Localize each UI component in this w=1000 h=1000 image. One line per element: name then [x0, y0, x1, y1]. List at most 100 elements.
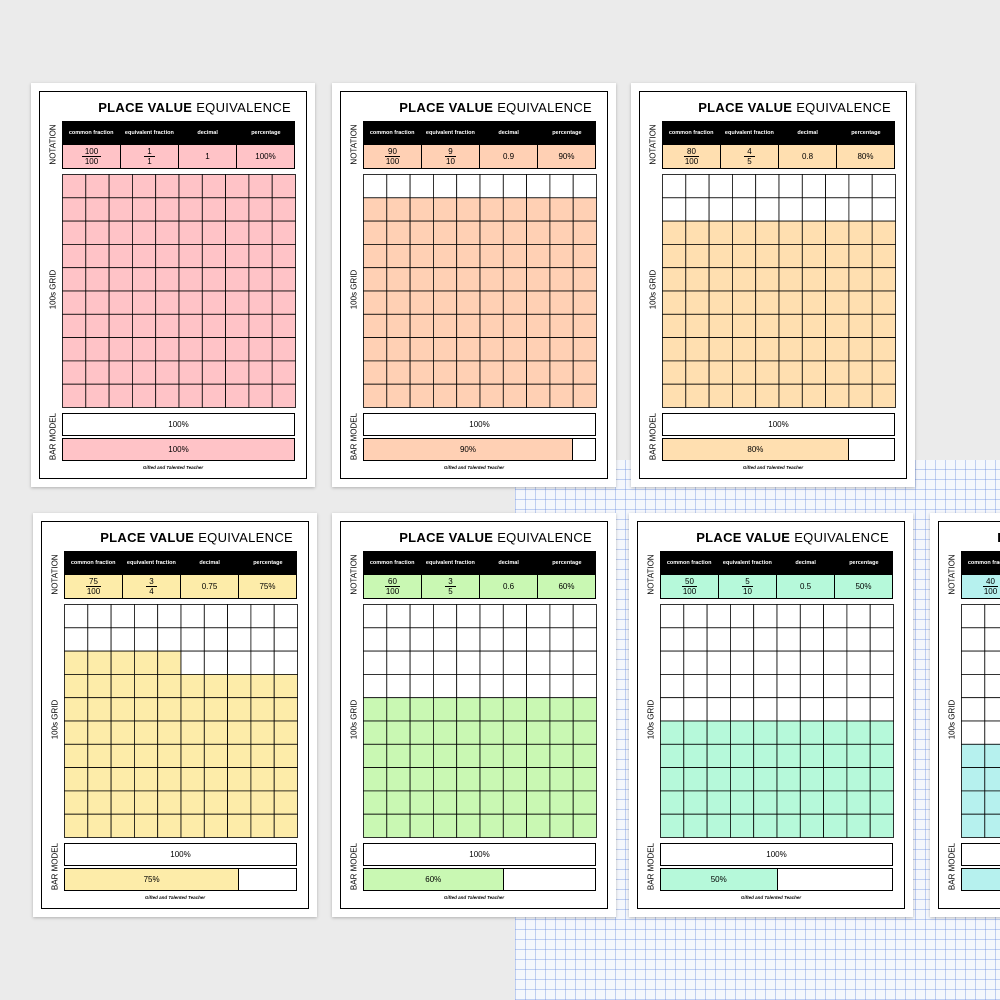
shaded-cell [386, 790, 411, 815]
grid-cell [801, 174, 827, 199]
grid-cell [823, 674, 848, 699]
grid-cell [180, 604, 205, 629]
shaded-cell [778, 360, 803, 385]
shaded-cell [134, 813, 159, 838]
grid-cell [660, 650, 685, 675]
shaded-cell [799, 720, 825, 745]
shaded-cell [961, 767, 986, 792]
grid-cell [250, 650, 275, 675]
shaded-cell [178, 220, 203, 245]
shaded-cell [157, 743, 182, 769]
shaded-cell [776, 767, 801, 792]
shaded-cell [778, 290, 803, 315]
shaded-cell [549, 790, 574, 815]
shaded-cell [180, 743, 205, 769]
grid-cell [572, 604, 597, 629]
shaded-cell [660, 720, 685, 745]
shaded-cell [409, 720, 434, 745]
shaded-cell [526, 743, 551, 769]
grid-cell [848, 174, 873, 199]
shaded-cell [155, 313, 180, 339]
shaded-cell [157, 674, 182, 699]
shaded-cell [685, 244, 710, 269]
shaded-cell [227, 767, 252, 792]
shaded-cell [225, 337, 250, 362]
shaded-cell [662, 360, 687, 385]
shaded-cell [778, 383, 803, 408]
card-border [639, 91, 907, 479]
shaded-cell [730, 743, 755, 769]
shaded-cell [708, 267, 733, 292]
decimal: 0.5 [776, 575, 834, 598]
shaded-cell [825, 360, 850, 385]
grid-cell [799, 627, 825, 652]
decimal-value: 0.6 [502, 582, 515, 591]
shaded-cell [685, 383, 710, 408]
shaded-cell [132, 174, 157, 199]
grid-cell [227, 604, 252, 629]
grid-cell [706, 674, 731, 699]
shaded-cell [526, 313, 551, 339]
grid-cell [823, 627, 848, 652]
shaded-cell [572, 267, 597, 292]
shaded-cell [549, 743, 574, 769]
worksheet-card: PLACE VALUE EQUIVALENCE NOTATION 100s GRID… [332, 513, 616, 917]
shaded-cell [433, 383, 458, 408]
grid-cell [823, 650, 848, 675]
shaded-cell [386, 244, 411, 269]
bar-part-label: 90% [459, 445, 476, 454]
shaded-cell [180, 697, 205, 722]
shaded-cell [755, 267, 780, 292]
grid-cell [386, 650, 411, 675]
shaded-cell [572, 790, 597, 815]
decimal: 0.6 [479, 575, 537, 598]
header-cell: percentage [552, 559, 582, 566]
shaded-cell [662, 220, 687, 245]
shaded-cell [479, 337, 504, 362]
shaded-cell [526, 290, 551, 315]
shaded-cell [363, 360, 388, 385]
shaded-cell [110, 790, 135, 815]
shaded-cell [848, 383, 873, 408]
shaded-cell [549, 360, 574, 385]
shaded-cell [433, 767, 458, 792]
shaded-cell [526, 220, 551, 245]
grid-cell [456, 650, 481, 675]
header-cell: decimal [797, 129, 818, 136]
bar-part: 80% [662, 438, 895, 461]
shaded-cell [984, 790, 1000, 815]
shaded-cell [409, 267, 434, 292]
shaded-cell [685, 267, 710, 292]
grid-cell [433, 650, 458, 675]
bar-part-label: 40% [962, 869, 1000, 890]
header-cell: decimal [199, 559, 220, 566]
grid-cell [549, 604, 574, 629]
shaded-cell [706, 790, 731, 815]
shaded-cell [683, 813, 708, 838]
shaded-cell [273, 720, 298, 745]
percentage: 80% [836, 145, 894, 168]
shaded-cell [502, 813, 528, 838]
shaded-cell [178, 174, 203, 199]
shaded-cell [409, 383, 434, 408]
shaded-cell [801, 220, 827, 245]
hundreds-grid [363, 604, 597, 838]
hundreds-grid [961, 604, 1000, 838]
shaded-cell [227, 720, 252, 745]
grid-cell [984, 697, 1000, 722]
shaded-cell [363, 337, 388, 362]
shaded-cell [549, 244, 574, 269]
shaded-cell [662, 337, 687, 362]
shaded-cell [155, 290, 180, 315]
shaded-cell [155, 220, 180, 245]
numerator: 9 [445, 147, 456, 157]
grid-cell [409, 627, 434, 652]
shaded-cell [409, 290, 434, 315]
header-cell: decimal [498, 559, 519, 566]
grid-cell [409, 674, 434, 699]
side-label: NOTATION [349, 554, 359, 595]
shaded-cell [755, 313, 780, 339]
shaded-cell [433, 244, 458, 269]
bar-whole: 100% [64, 843, 297, 866]
